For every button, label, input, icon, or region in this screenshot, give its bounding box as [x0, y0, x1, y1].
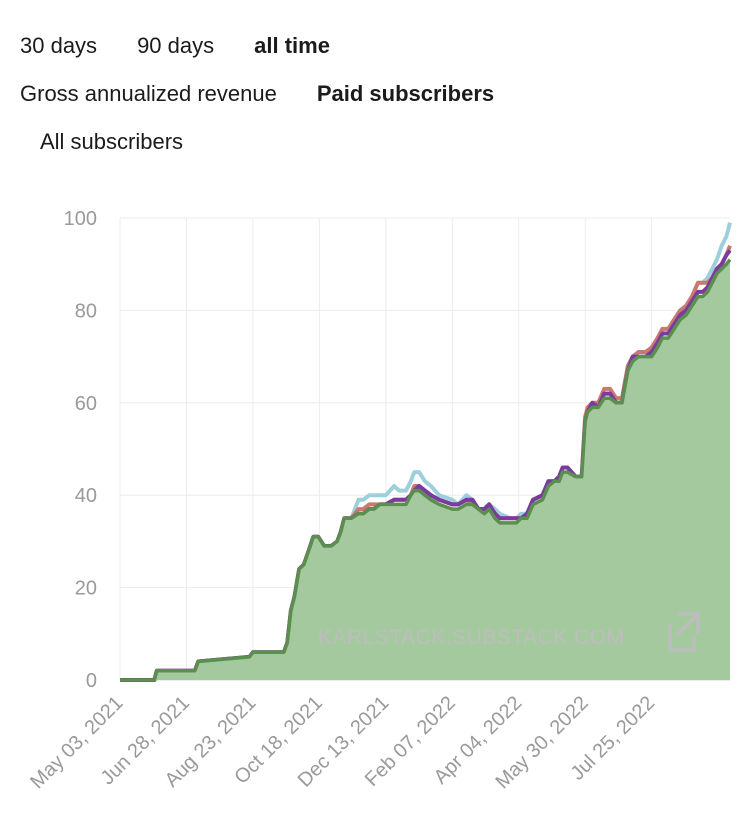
tab-gross-annualized-revenue[interactable]: Gross annualized revenue [20, 81, 277, 106]
chart-container: 0 20 40 60 80 100 KARLSTACK.SUBSTACK.COM May … [0, 190, 744, 836]
y-tick-label: 80 [75, 300, 97, 322]
tab-all-time[interactable]: all time [254, 33, 330, 58]
watermark-text: KARLSTACK.SUBSTACK.COM [318, 626, 625, 649]
tab-90-days[interactable]: 90 days [137, 33, 215, 58]
tab-all-subscribers[interactable]: All subscribers [40, 129, 184, 154]
tab-30-days[interactable]: 30 days [20, 33, 98, 58]
subscribers-chart: 0 20 40 60 80 100 KARLSTACK.SUBSTACK.COM May … [26, 208, 732, 793]
external-link-icon-shape [668, 612, 700, 652]
metric-tabs-row-2: All subscribers [40, 129, 183, 155]
tab-paid-subscribers[interactable]: Paid subscribers [316, 81, 495, 106]
y-tick-label: 60 [75, 393, 97, 415]
metric-tabs: Gross annualized revenue Paid subscriber… [20, 81, 534, 107]
y-tick-label: 20 [75, 578, 97, 600]
external-link-icon[interactable] [668, 612, 700, 652]
y-tick-label: 40 [75, 485, 97, 507]
chart-areas [120, 222, 732, 682]
y-tick-label: 0 [86, 670, 97, 692]
y-tick-label: 100 [64, 208, 97, 230]
series-line-green [120, 258, 732, 682]
time-range-tabs: 30 days 90 days all time [20, 33, 370, 59]
series-area-green [120, 259, 730, 680]
watermark: KARLSTACK.SUBSTACK.COM [318, 612, 700, 652]
y-axis-labels: 0 20 40 60 80 100 [64, 208, 97, 692]
